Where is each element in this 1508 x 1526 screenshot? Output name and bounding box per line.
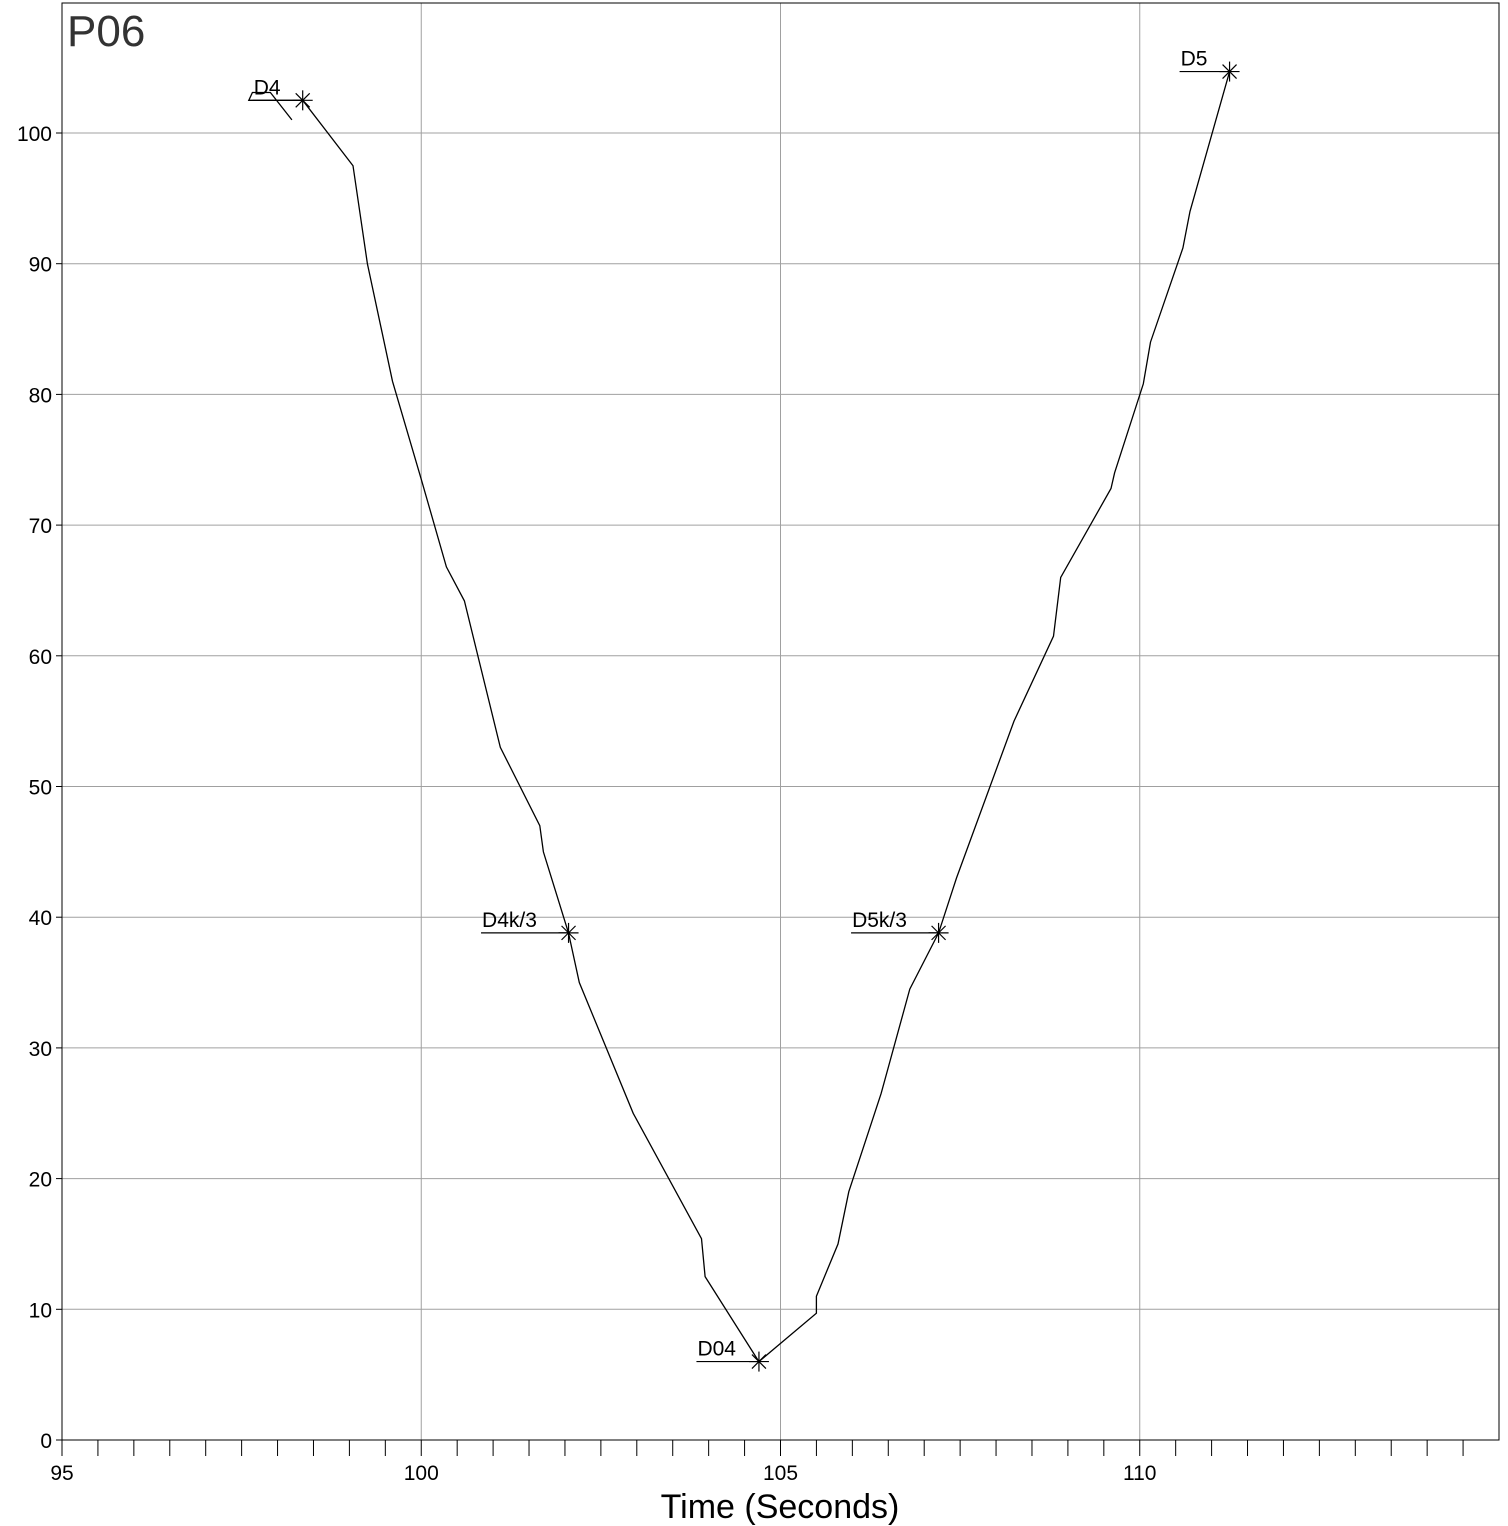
- x-tick-label: 100: [404, 1462, 439, 1485]
- marker-annotation: D5: [1179, 48, 1240, 82]
- markers: D4 D4k/3 D04 D5k/3 D5: [252, 48, 1240, 1372]
- y-tick-label: 30: [29, 1038, 52, 1061]
- annotation-label: D5: [1181, 48, 1208, 71]
- annotation-label: D04: [697, 1338, 736, 1361]
- annotation-label: D5k/3: [852, 909, 907, 932]
- chart-title: P06: [67, 7, 145, 56]
- y-tick-label: 90: [29, 254, 52, 277]
- x-axis-label: Time (Seconds): [661, 1488, 900, 1526]
- axes: 0 10 20 30 40 50 60 70 80 90 100 95 100 105 110: [17, 2, 1500, 1485]
- y-tick-label: 80: [29, 384, 52, 407]
- y-tick-label: 60: [29, 646, 52, 669]
- marker-annotation: D4k/3: [481, 909, 579, 943]
- marker-annotation: D5k/3: [851, 909, 949, 943]
- y-tick-label: 70: [29, 515, 52, 538]
- y-tick-label: 40: [29, 907, 52, 930]
- marker-annotation: D4: [252, 76, 313, 111]
- x-tick-label: 105: [763, 1462, 798, 1485]
- series-layer: [247, 71, 1231, 1363]
- x-tick-label: 95: [50, 1462, 73, 1485]
- series-line: [247, 71, 1231, 1363]
- marker-annotation: D04: [696, 1338, 769, 1372]
- grid: [62, 3, 1499, 1440]
- y-tick-label: 10: [29, 1299, 52, 1322]
- annotation-label: D4: [254, 76, 281, 99]
- y-tick-label: 20: [29, 1169, 52, 1192]
- y-tick-label: 100: [17, 123, 52, 146]
- x-tick-label: 110: [1123, 1462, 1156, 1485]
- annotation-label: D4k/3: [482, 909, 537, 932]
- y-tick-label: 0: [40, 1430, 52, 1453]
- y-tick-label: 50: [29, 777, 52, 800]
